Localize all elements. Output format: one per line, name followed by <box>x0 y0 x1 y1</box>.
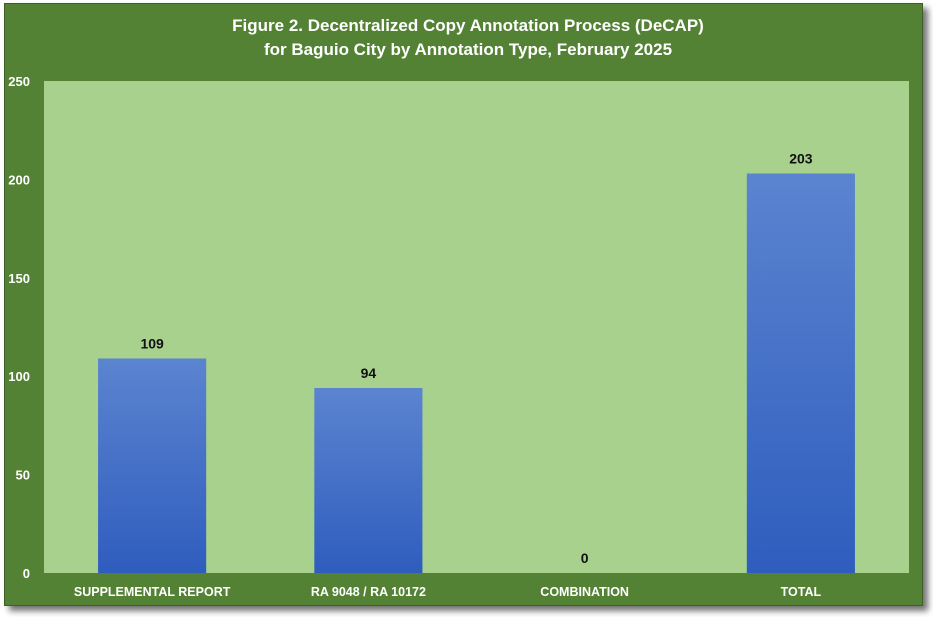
y-tick-label: 100 <box>8 369 30 384</box>
x-tick-label: COMBINATION <box>540 585 629 599</box>
y-tick-label: 50 <box>16 468 30 483</box>
bar <box>746 173 855 573</box>
chart-title-line-1: Figure 2. Decentralized Copy Annotation … <box>232 16 704 35</box>
data-label: 203 <box>789 150 813 166</box>
bar <box>314 388 423 573</box>
y-tick-label: 250 <box>8 74 30 89</box>
x-tick-label: RA 9048 / RA 10172 <box>311 585 426 599</box>
data-label: 0 <box>581 550 589 566</box>
x-tick-label: SUPPLEMENTAL REPORT <box>74 585 231 599</box>
x-tick-label: TOTAL <box>781 585 822 599</box>
y-tick-label: 0 <box>23 566 30 581</box>
data-label: 109 <box>140 335 164 351</box>
bar <box>98 358 207 573</box>
chart-title-line-2: for Baguio City by Annotation Type, Febr… <box>264 40 672 59</box>
data-label: 94 <box>361 365 377 381</box>
y-tick-label: 200 <box>8 172 30 187</box>
y-tick-label: 150 <box>8 271 30 286</box>
